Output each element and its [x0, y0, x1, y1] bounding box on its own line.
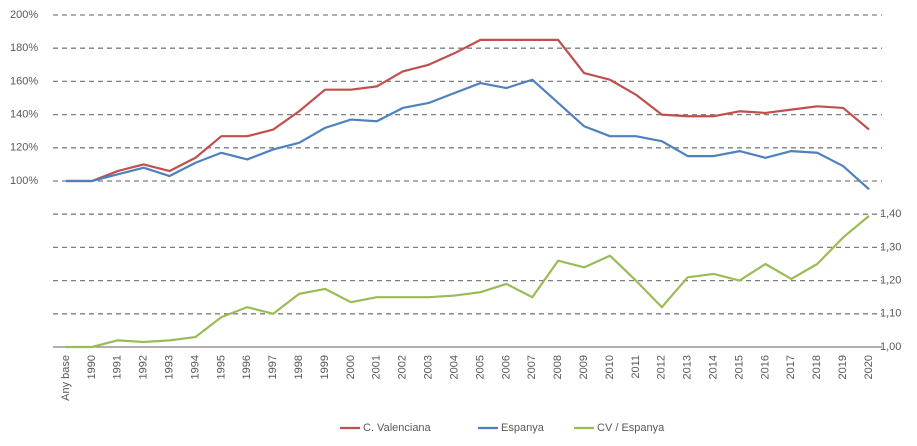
y2-tick-label: 1,30	[880, 241, 901, 253]
y-tick-label: 200%	[10, 9, 38, 21]
x-tick-label: 2003	[423, 355, 435, 379]
y2-tick-label: 1,10	[880, 308, 901, 320]
x-tick-label: 2009	[578, 355, 590, 379]
x-tick-label: 1998	[293, 355, 305, 379]
series-line	[65, 78, 870, 191]
x-tick-label: 1992	[138, 355, 150, 379]
x-tick-label: 2016	[759, 355, 771, 379]
x-tick-label: 2012	[656, 355, 668, 379]
x-tick-label: 1995	[215, 355, 227, 379]
legend-label: CV / Espanya	[597, 422, 665, 434]
legend-label: C. Valenciana	[363, 422, 432, 434]
y-tick-label: 180%	[10, 42, 38, 54]
x-tick-label: 2001	[371, 355, 383, 379]
x-tick-label: 2013	[682, 355, 694, 379]
y2-tick-label: 1,00	[880, 341, 901, 353]
y-tick-label: 140%	[10, 109, 38, 121]
x-tick-label: 2018	[811, 355, 823, 379]
x-tick-label: Any base	[60, 355, 72, 401]
x-tick-label: 2005	[474, 355, 486, 379]
x-tick-label: 2011	[630, 355, 642, 379]
x-tick-label: 2002	[397, 355, 409, 379]
x-tick-label: 1997	[267, 355, 279, 379]
x-tick-label: 2006	[500, 355, 512, 379]
y-tick-label: 100%	[10, 175, 38, 187]
y-tick-label: 160%	[10, 75, 38, 87]
x-tick-label: 1993	[163, 355, 175, 379]
x-tick-label: 2007	[526, 355, 538, 379]
x-tick-label: 1994	[189, 355, 201, 379]
legend-label: Espanya	[501, 422, 545, 434]
x-tick-label: 2010	[604, 355, 616, 379]
y2-tick-label: 1,20	[880, 275, 901, 287]
series-line	[65, 38, 870, 183]
x-tick-label: 2004	[448, 355, 460, 379]
x-tick-label: 2014	[708, 355, 720, 379]
x-tick-label: 2000	[345, 355, 357, 379]
x-tick-label: 2019	[837, 355, 849, 379]
y-tick-label: 120%	[10, 142, 38, 154]
x-tick-label: 2020	[863, 355, 875, 379]
x-tick-label: 2017	[785, 355, 797, 379]
x-tick-label: 1999	[319, 355, 331, 379]
y2-tick-label: 1,40	[880, 208, 901, 220]
x-tick-label: 1991	[112, 355, 124, 379]
x-tick-label: 1990	[86, 355, 98, 379]
x-tick-label: 2015	[733, 355, 745, 379]
x-tick-label: 1996	[241, 355, 253, 379]
x-tick-label: 2008	[552, 355, 564, 379]
series-line	[65, 215, 870, 349]
